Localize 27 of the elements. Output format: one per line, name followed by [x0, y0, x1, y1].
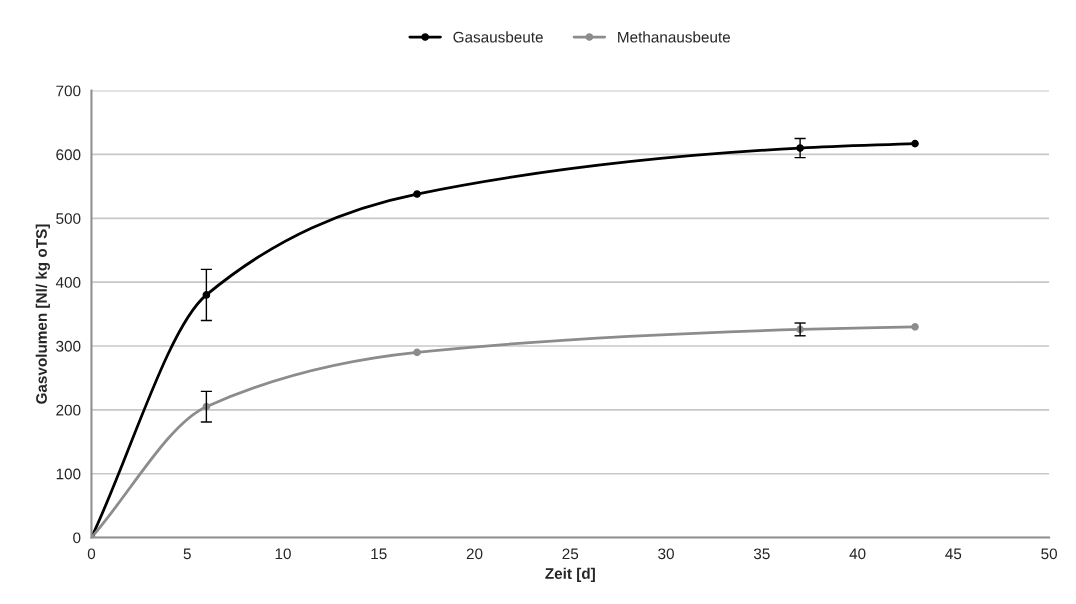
- y-tick-label: 300: [56, 340, 81, 352]
- x-tick-label: 10: [275, 548, 291, 560]
- point: [413, 190, 421, 198]
- y-tick-label: 0: [73, 532, 81, 544]
- y-tick-label: 700: [56, 85, 81, 97]
- x-tick-label: 30: [658, 548, 674, 560]
- x-tick-label: 0: [87, 548, 96, 560]
- point: [413, 348, 421, 357]
- x-tick-label: 5: [183, 548, 191, 560]
- x-tick-label: 50: [1041, 548, 1057, 560]
- x-tick-label: 15: [371, 548, 387, 560]
- legend-label: Methanausbeute: [618, 31, 731, 43]
- x-tick-label: 25: [562, 548, 579, 560]
- x-tick-label: 20: [466, 548, 483, 560]
- x-tick-label: 35: [753, 548, 770, 560]
- point: [911, 139, 919, 148]
- y-tick-label: 100: [56, 468, 81, 480]
- y-tick-label: 600: [56, 149, 81, 161]
- legend-label: Gasausbeute: [453, 31, 543, 43]
- y-tick-label: 400: [55, 277, 81, 288]
- y-axis-title: Gasvolumen [Nl/ kg oTS]: [35, 224, 50, 404]
- point: [911, 323, 919, 331]
- y-tick-label: 200: [56, 404, 81, 416]
- x-tick-label: 40: [849, 548, 866, 560]
- x-tick-label: 45: [945, 548, 962, 560]
- x-axis-title: Zeit [d]: [545, 567, 595, 583]
- y-tick-label: 500: [56, 213, 81, 224]
